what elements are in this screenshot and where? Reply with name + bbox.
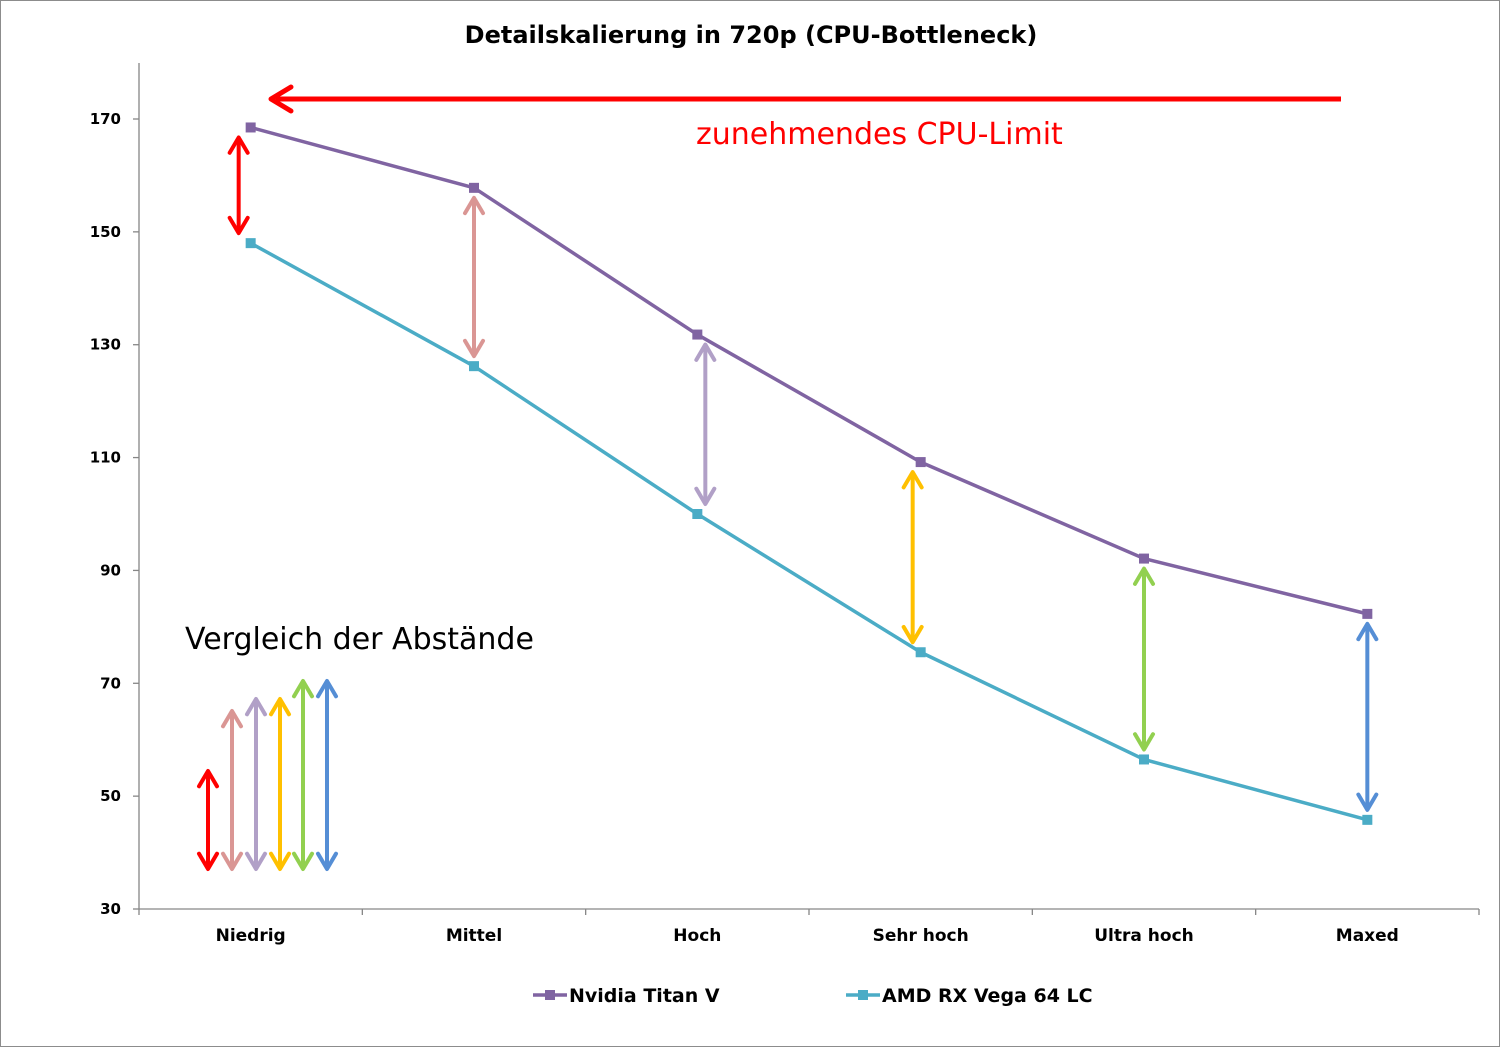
legend-entry: Nvidia Titan V <box>533 985 720 1007</box>
legend: Nvidia Titan V AMD RX Vega 64 LC <box>533 985 1093 1007</box>
data-point <box>1362 814 1373 825</box>
x-tick-label: Ultra hoch <box>1094 926 1194 946</box>
annotations: zunehmendes CPU-Limit Vergleich der Abstä… <box>185 84 1341 871</box>
comparison-arrow <box>245 697 267 871</box>
data-point <box>245 238 256 249</box>
arrow-head-top <box>292 679 314 699</box>
y-tick-label: 90 <box>100 561 121 579</box>
comparison-arrow <box>197 769 219 871</box>
y-tick-label: 70 <box>100 674 121 692</box>
arrow-head-top <box>316 679 338 699</box>
gap-arrow <box>694 342 717 506</box>
arrow-head-top <box>227 135 250 155</box>
gap-arrow <box>901 470 924 645</box>
arrow-head-bottom <box>269 851 291 871</box>
series-line <box>249 241 1368 822</box>
data-point <box>1139 754 1149 765</box>
arrow-head-top <box>245 697 267 717</box>
legend-marker <box>858 990 868 1000</box>
legend-label: Nvidia Titan V <box>569 985 720 1007</box>
series-lines <box>245 122 1373 825</box>
data-point <box>245 122 256 133</box>
cpu-limit-arrow-head <box>268 84 294 114</box>
arrow-head-top <box>694 342 717 362</box>
x-tick-label: Hoch <box>673 926 721 946</box>
data-point <box>915 647 926 658</box>
x-tick-label: Sehr hoch <box>873 926 969 946</box>
arrow-head-bottom <box>1133 732 1155 752</box>
y-tick-label: 130 <box>90 336 121 354</box>
legend-entry: AMD RX Vega 64 LC <box>846 985 1093 1007</box>
data-point <box>1362 608 1373 619</box>
x-tick-label: Maxed <box>1336 926 1399 946</box>
comparison-arrow <box>316 679 338 871</box>
y-tick-label: 170 <box>90 110 121 128</box>
arrow-head-top <box>197 769 219 789</box>
gap-arrow <box>1133 566 1155 752</box>
chart-title: Detailskalierung in 720p (CPU-Bottleneck… <box>465 21 1038 49</box>
gap-arrow <box>1356 621 1379 812</box>
arrow-head-bottom <box>245 851 267 871</box>
legend-label: AMD RX Vega 64 LC <box>882 985 1093 1007</box>
gap-arrow <box>463 195 485 359</box>
x-tick-label: Niedrig <box>216 926 286 946</box>
y-tick-label: 30 <box>100 900 121 918</box>
comparison-arrow <box>269 697 291 871</box>
y-tick-label: 110 <box>90 449 121 467</box>
arrow-head-top <box>901 470 924 490</box>
arrow-head-bottom <box>463 338 485 359</box>
arrow-head-top <box>269 697 291 717</box>
arrow-head-top <box>463 195 485 216</box>
gap-arrow <box>227 135 250 236</box>
axes: 30 50 70 90 110 130 150 170 Niedrig Mittel Hoch Seh… <box>90 63 1480 946</box>
arrow-head-top <box>221 709 243 729</box>
arrow-head-bottom <box>901 624 924 645</box>
data-point <box>469 182 479 193</box>
data-point <box>692 509 703 519</box>
comparison-arrows <box>197 679 338 871</box>
comparison-arrow <box>292 679 314 871</box>
arrow-head-bottom <box>197 851 219 871</box>
gap-arrows <box>227 135 1379 812</box>
arrow-head-bottom <box>694 486 717 506</box>
arrow-head-bottom <box>1356 792 1379 812</box>
series-line <box>250 125 1368 616</box>
data-point <box>692 329 703 340</box>
legend-marker <box>545 990 555 1000</box>
arrow-head-bottom <box>221 851 243 871</box>
data-point <box>1139 553 1149 564</box>
arrow-head-bottom <box>316 851 338 871</box>
x-tick-label: Mittel <box>446 926 502 946</box>
arrow-head-bottom <box>292 851 314 871</box>
y-tick-label: 150 <box>90 223 121 241</box>
arrow-head-top <box>1133 566 1155 586</box>
y-tick-label: 50 <box>100 787 121 805</box>
comparison-arrow <box>221 709 243 871</box>
arrow-head-top <box>1356 621 1379 642</box>
data-point <box>915 457 926 468</box>
comparison-label: Vergleich der Abstände <box>185 622 534 657</box>
data-point <box>469 361 479 372</box>
arrow-head-bottom <box>227 215 250 236</box>
cpu-limit-label: zunehmendes CPU-Limit <box>696 117 1063 152</box>
